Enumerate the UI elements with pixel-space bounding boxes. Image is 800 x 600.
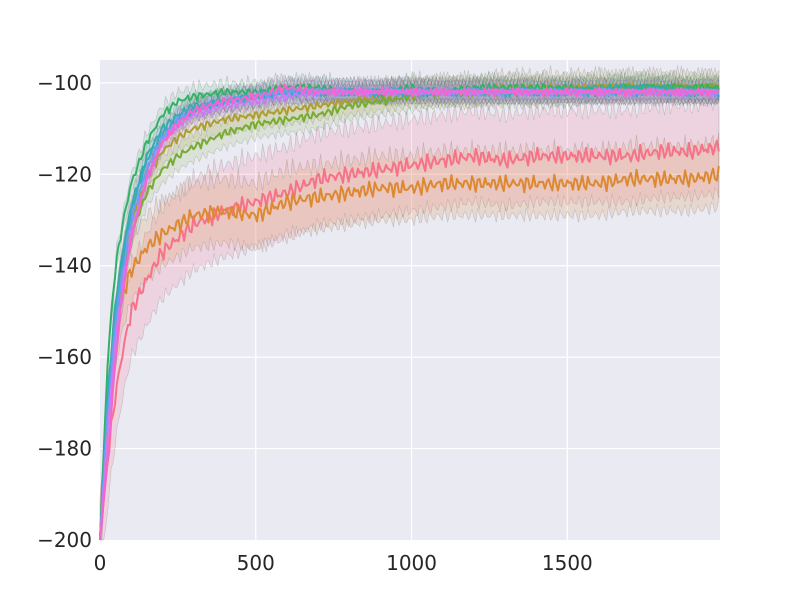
x-axis-tick-labels: 0 500 1000 1500: [94, 551, 593, 575]
x-tick-label: 1000: [386, 551, 437, 575]
band-series-0: [99, 92, 720, 541]
band-series-1: [99, 132, 720, 541]
series-lines: [99, 82, 720, 541]
y-tick-label: −140: [37, 254, 92, 278]
y-tick-label: −180: [37, 437, 92, 461]
band-series-2: [99, 65, 720, 541]
x-tick-label: 500: [237, 551, 275, 575]
band-series-3: [99, 65, 720, 541]
band-series-7: [99, 75, 720, 541]
y-tick-label: −160: [37, 345, 92, 369]
line-series-1: [99, 165, 720, 541]
x-tick-label: 0: [94, 551, 107, 575]
line-series-9: [99, 83, 720, 541]
band-series-5: [99, 71, 720, 541]
line-series-0: [99, 139, 720, 541]
y-axis-tick-labels: −200 −180 −160 −140 −120 −100: [37, 71, 92, 552]
y-tick-label: −200: [37, 528, 92, 552]
x-tick-label: 1500: [542, 551, 593, 575]
line-series-8: [99, 86, 720, 541]
y-tick-label: −100: [37, 71, 92, 95]
band-series-6: [99, 74, 720, 541]
y-tick-label: −120: [37, 162, 92, 186]
